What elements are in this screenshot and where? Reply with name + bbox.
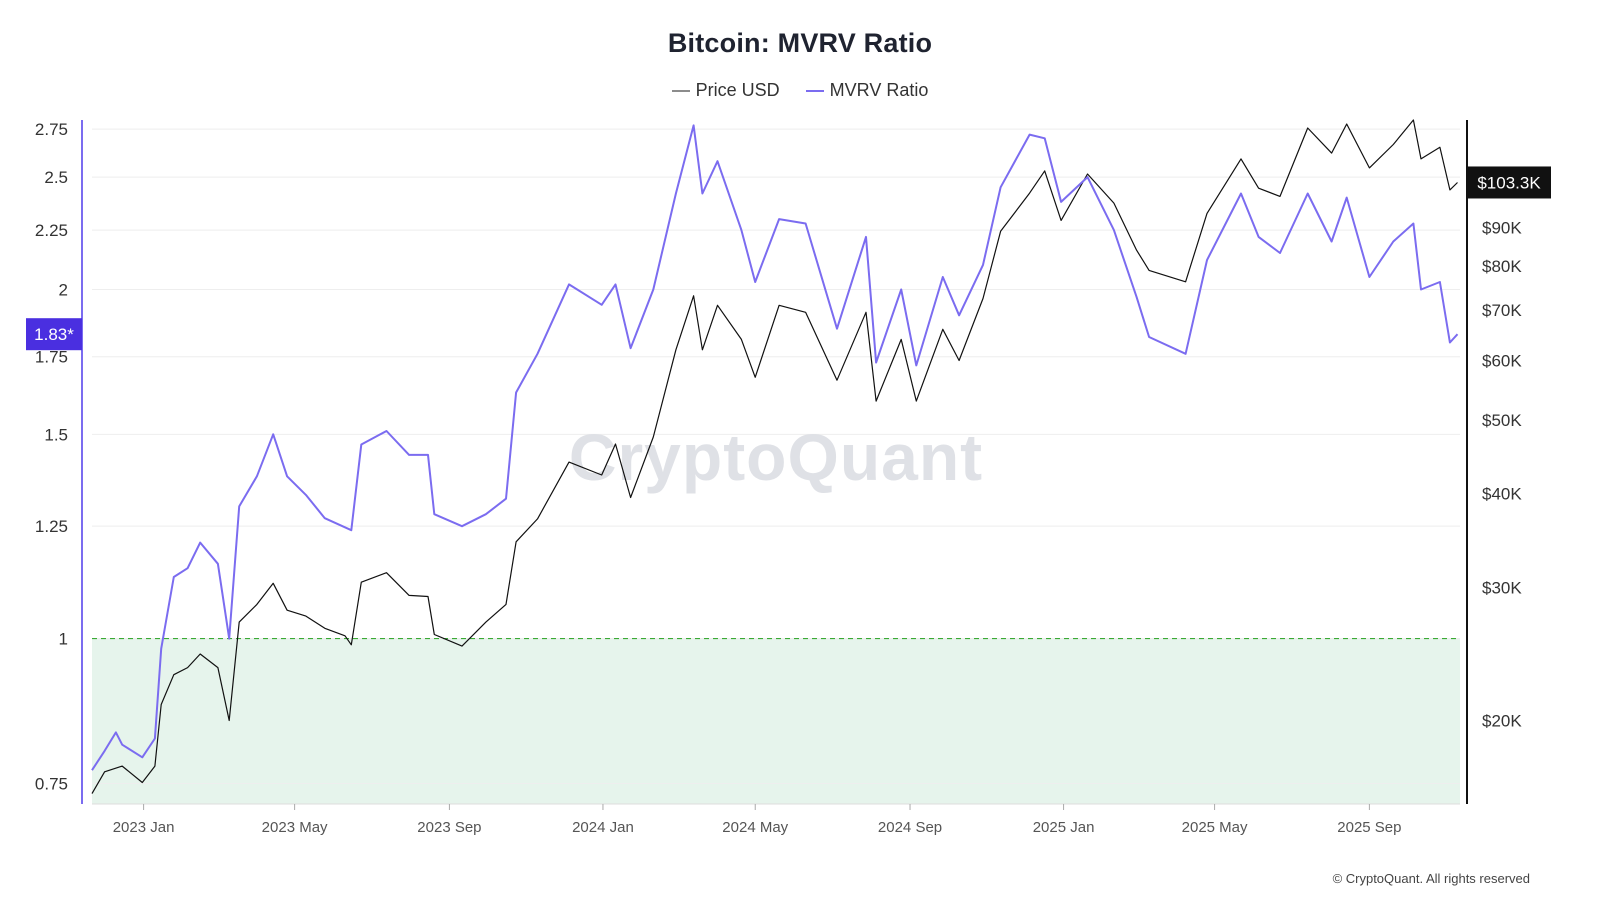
legend: Price USD MVRV Ratio xyxy=(0,80,1600,101)
price-current-badge xyxy=(1467,166,1551,199)
y-right-tick: $90K xyxy=(1482,219,1522,238)
x-tick: 2023 Jan xyxy=(113,819,175,836)
y-right-tick: $20K xyxy=(1482,711,1522,730)
y-left-tick: 2 xyxy=(59,280,68,299)
legend-item-price[interactable]: Price USD xyxy=(671,80,780,101)
x-tick: 2024 Sep xyxy=(878,819,942,836)
legend-label-mvrv: MVRV Ratio xyxy=(829,80,929,100)
copyright-text: © CryptoQuant. All rights reserved xyxy=(1332,871,1530,886)
watermark-text: CryptoQuant xyxy=(569,420,983,494)
y-left-tick: 0.75 xyxy=(35,774,68,793)
x-tick: 2024 May xyxy=(722,819,788,836)
y-left-tick: 2.5 xyxy=(44,168,68,187)
mvrv-current-value: 1.83* xyxy=(34,325,74,344)
y-left-tick: 1.75 xyxy=(35,348,68,367)
x-tick: 2025 Jan xyxy=(1033,819,1095,836)
y-left-tick: 2.75 xyxy=(35,120,68,139)
y-left-tick: 1 xyxy=(59,630,68,649)
mvrv-ratio-line xyxy=(91,124,1459,771)
chart-title: Bitcoin: MVRV Ratio xyxy=(667,28,933,58)
legend-swatch-price xyxy=(671,89,690,92)
x-tick: 2024 Jan xyxy=(572,819,634,836)
y-left-tick: 2.25 xyxy=(35,221,68,240)
legend-item-mvrv[interactable]: MVRV Ratio xyxy=(805,80,929,101)
legend-swatch-mvrv xyxy=(805,89,824,92)
y-left-tick: 1.5 xyxy=(44,425,68,444)
undervalued-zone xyxy=(92,638,1460,804)
y-right-tick: $70K xyxy=(1482,301,1522,320)
y-right-tick: $40K xyxy=(1482,484,1522,503)
mvrv-current-badge xyxy=(26,318,82,351)
price-current-value: $103.3K xyxy=(1477,173,1541,192)
y-right-tick: $80K xyxy=(1482,257,1522,276)
y-right-tick: $30K xyxy=(1482,579,1522,598)
y-right-tick: $50K xyxy=(1482,411,1522,430)
y-left-tick: 1.25 xyxy=(35,517,68,536)
x-tick: 2023 Sep xyxy=(417,819,481,836)
legend-label-price: Price USD xyxy=(695,80,780,100)
y-right-tick: $60K xyxy=(1482,351,1522,370)
x-tick: 2023 May xyxy=(262,819,328,836)
x-tick: 2025 Sep xyxy=(1337,819,1401,836)
x-tick: 2025 May xyxy=(1182,819,1248,836)
price-usd-line xyxy=(91,119,1458,794)
